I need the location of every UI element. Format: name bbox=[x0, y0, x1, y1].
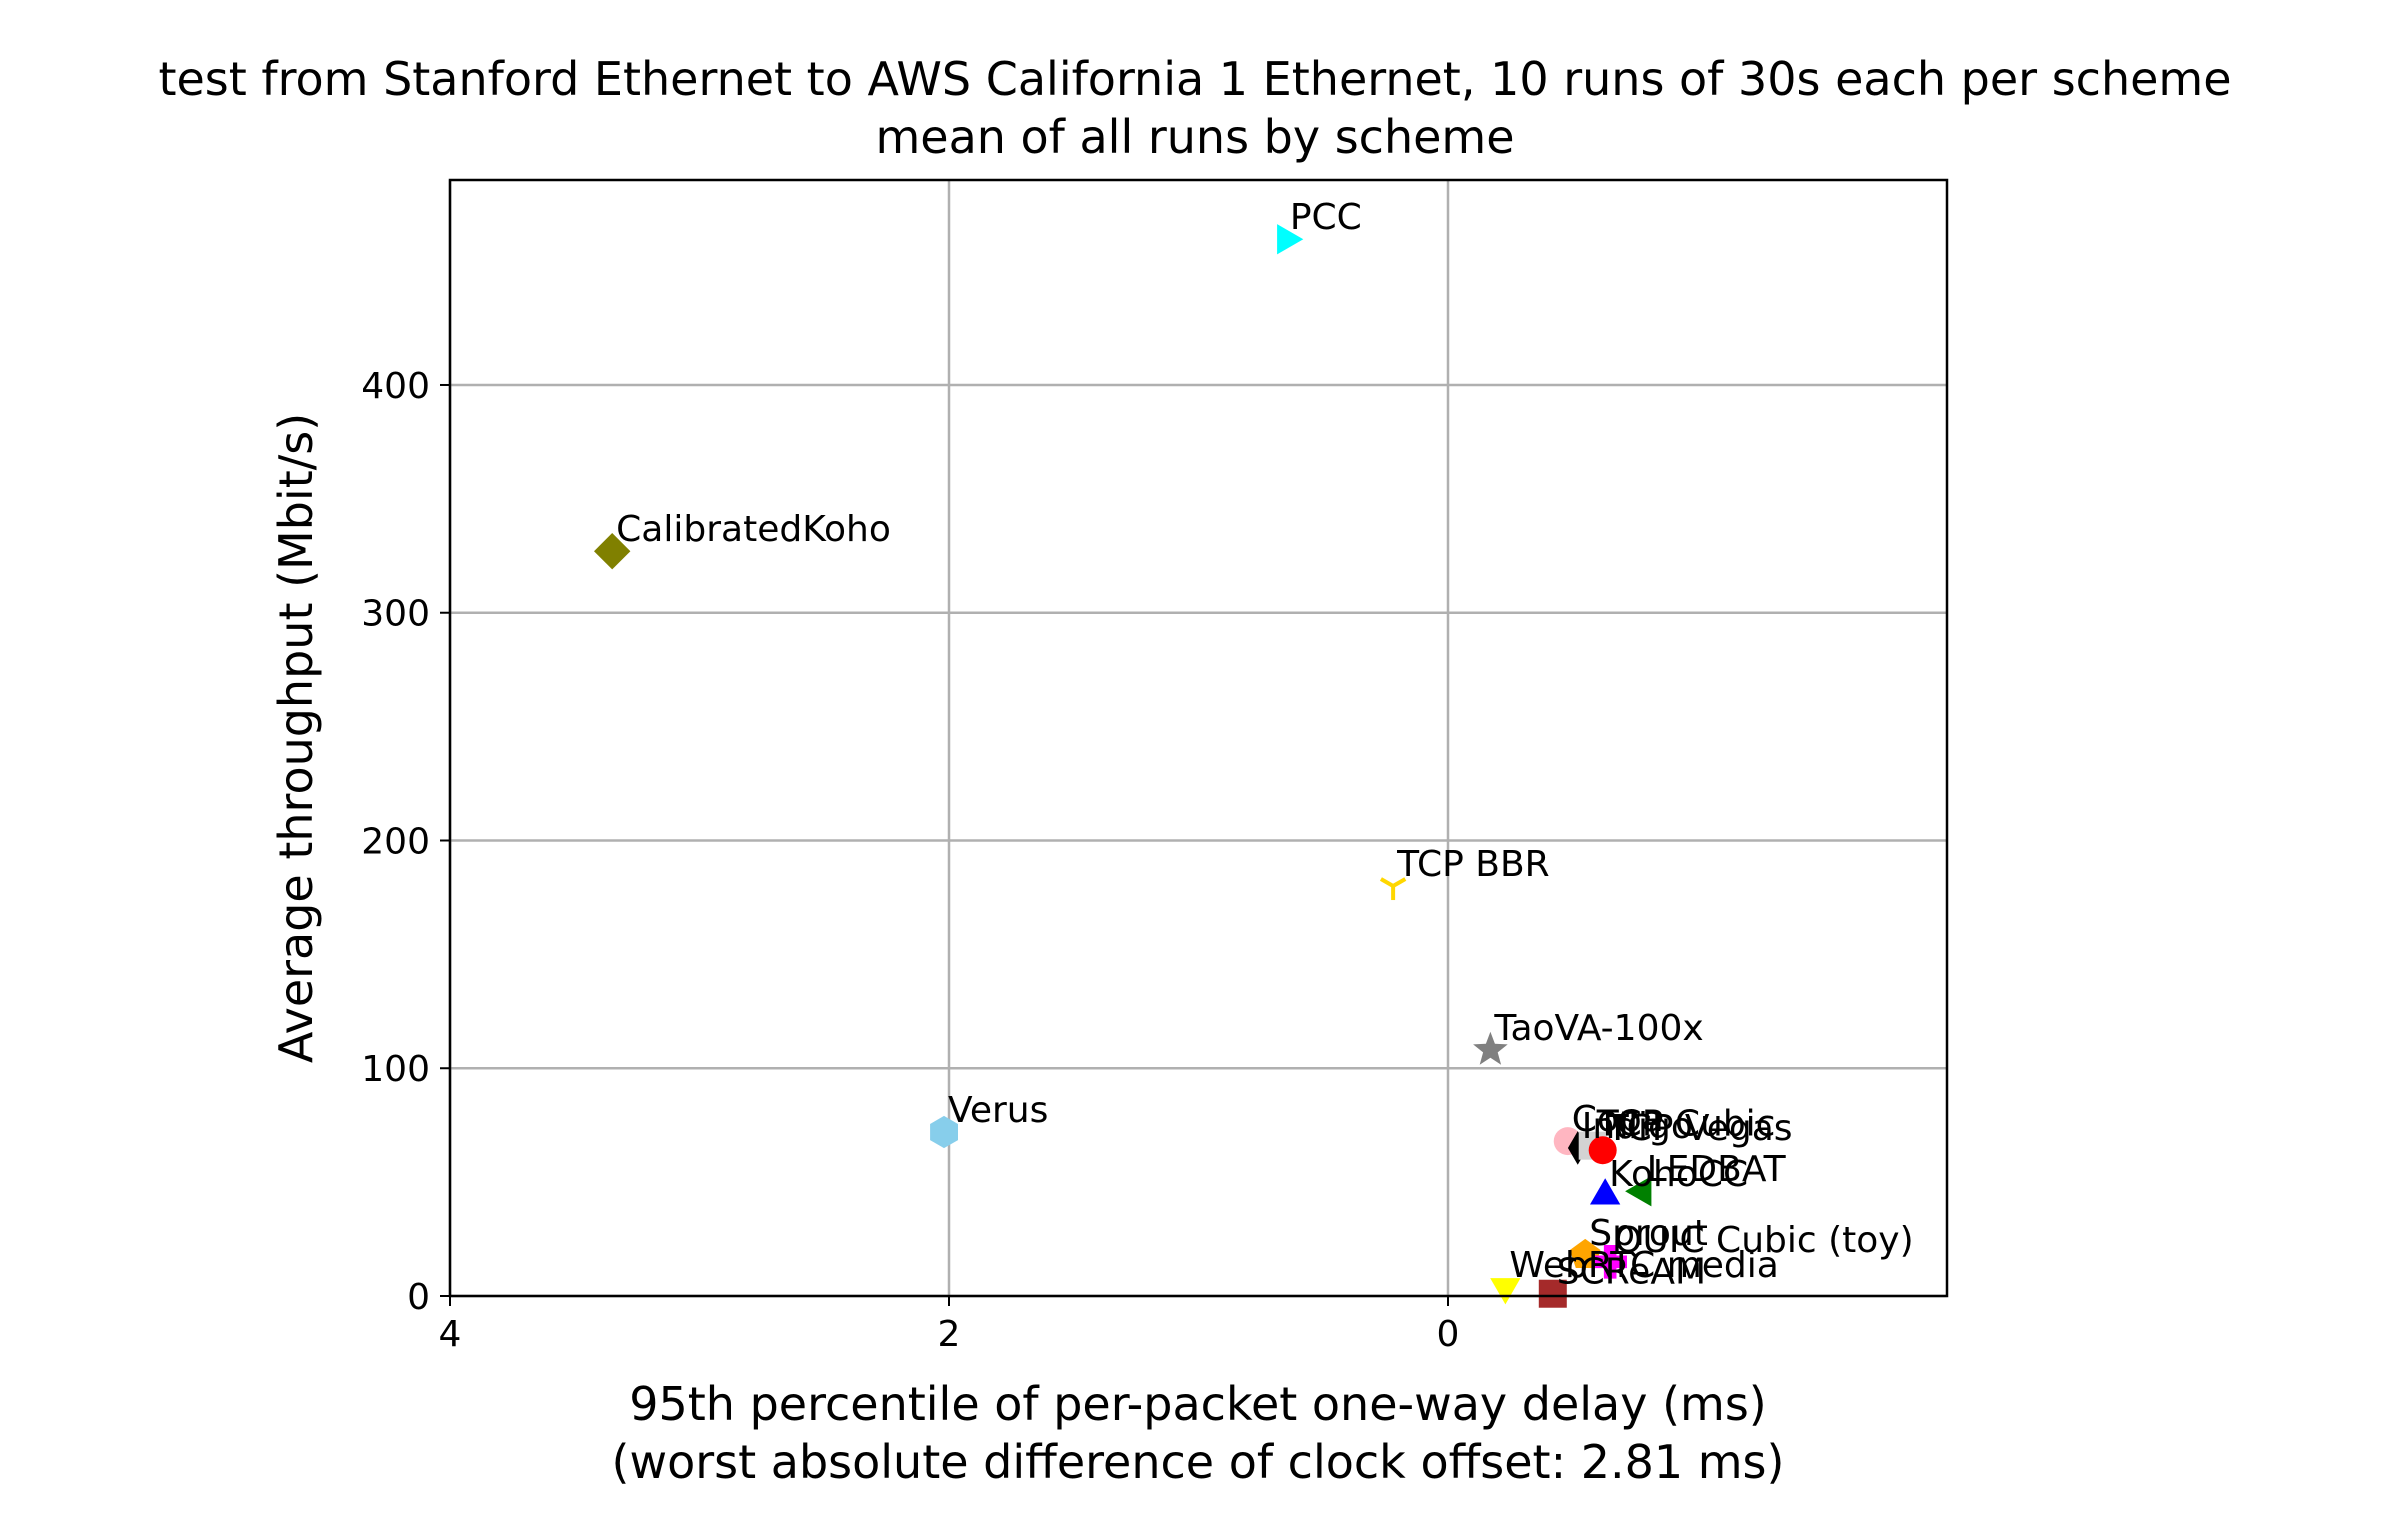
point-labels: PCC CalibratedKoho TCP BBR TaoVA-100x Verus C… bbox=[616, 197, 1913, 1293]
webrtc-media-point bbox=[1490, 1278, 1521, 1305]
plot-frame bbox=[448, 178, 1949, 1298]
pcc-label: PCC bbox=[1290, 197, 1362, 238]
y-axis-label: Average throughput (Mbit/s) bbox=[269, 413, 323, 1063]
x-tick-label: 4 bbox=[439, 1314, 462, 1355]
data-points bbox=[594, 224, 1652, 1308]
verus-label: Verus bbox=[948, 1090, 1048, 1131]
taova-100x-point bbox=[1473, 1031, 1508, 1065]
sprout-point bbox=[1569, 1238, 1601, 1268]
tcp-vegas-label: TCP Vegas bbox=[1606, 1108, 1793, 1149]
kohocc-point bbox=[1590, 1178, 1621, 1205]
x-axis-note: (worst absolute difference of clock offs… bbox=[612, 1435, 1785, 1489]
tcp-bbr-point bbox=[1379, 877, 1407, 901]
tcp-cubic-label: TCP Cubic bbox=[1596, 1104, 1776, 1145]
copa-label: Copa bbox=[1572, 1099, 1664, 1140]
quic-cubic-toy-label: QUIC Cubic (toy) bbox=[1614, 1220, 1913, 1261]
y-tick-label: 100 bbox=[361, 1049, 430, 1090]
y-tick-label: 300 bbox=[361, 594, 430, 635]
x-axis-label: 95th percentile of per-packet one-way de… bbox=[629, 1377, 1767, 1431]
verus-point bbox=[930, 1115, 958, 1149]
ledbat-point bbox=[1625, 1176, 1652, 1207]
indigo-label: Indigo bbox=[1582, 1106, 1693, 1147]
sprout-label: Sprout bbox=[1589, 1213, 1708, 1254]
tcp-vegas-point bbox=[1588, 1136, 1617, 1165]
chart-title: test from Stanford Ethernet to AWS Calif… bbox=[158, 52, 2231, 106]
tcp-bbr-label: TCP BBR bbox=[1396, 844, 1550, 885]
chart-subtitle: mean of all runs by scheme bbox=[875, 110, 1514, 164]
ledbat-label: LEDBAT bbox=[1647, 1149, 1787, 1190]
x-tick-label: 2 bbox=[938, 1314, 961, 1355]
scream-point bbox=[1538, 1279, 1567, 1308]
y-tick-label: 0 bbox=[407, 1277, 430, 1318]
pcc-point bbox=[1277, 224, 1304, 255]
webrtc-media-label: WebRTC media bbox=[1509, 1245, 1778, 1286]
taova-100x-label: TaoVA-100x bbox=[1493, 1008, 1703, 1049]
y-tick-label: 400 bbox=[361, 366, 430, 407]
kohocc-label: KohoCC bbox=[1609, 1154, 1748, 1195]
y-tick-label: 200 bbox=[361, 821, 430, 862]
scream-label: SCReAM bbox=[1557, 1252, 1706, 1293]
quic-cubic-toy-point bbox=[1593, 1245, 1627, 1279]
calibratedkoho-label: CalibratedKoho bbox=[616, 509, 891, 550]
x-tick-label: 0 bbox=[1437, 1314, 1460, 1355]
calibratedkoho-point bbox=[594, 533, 631, 570]
